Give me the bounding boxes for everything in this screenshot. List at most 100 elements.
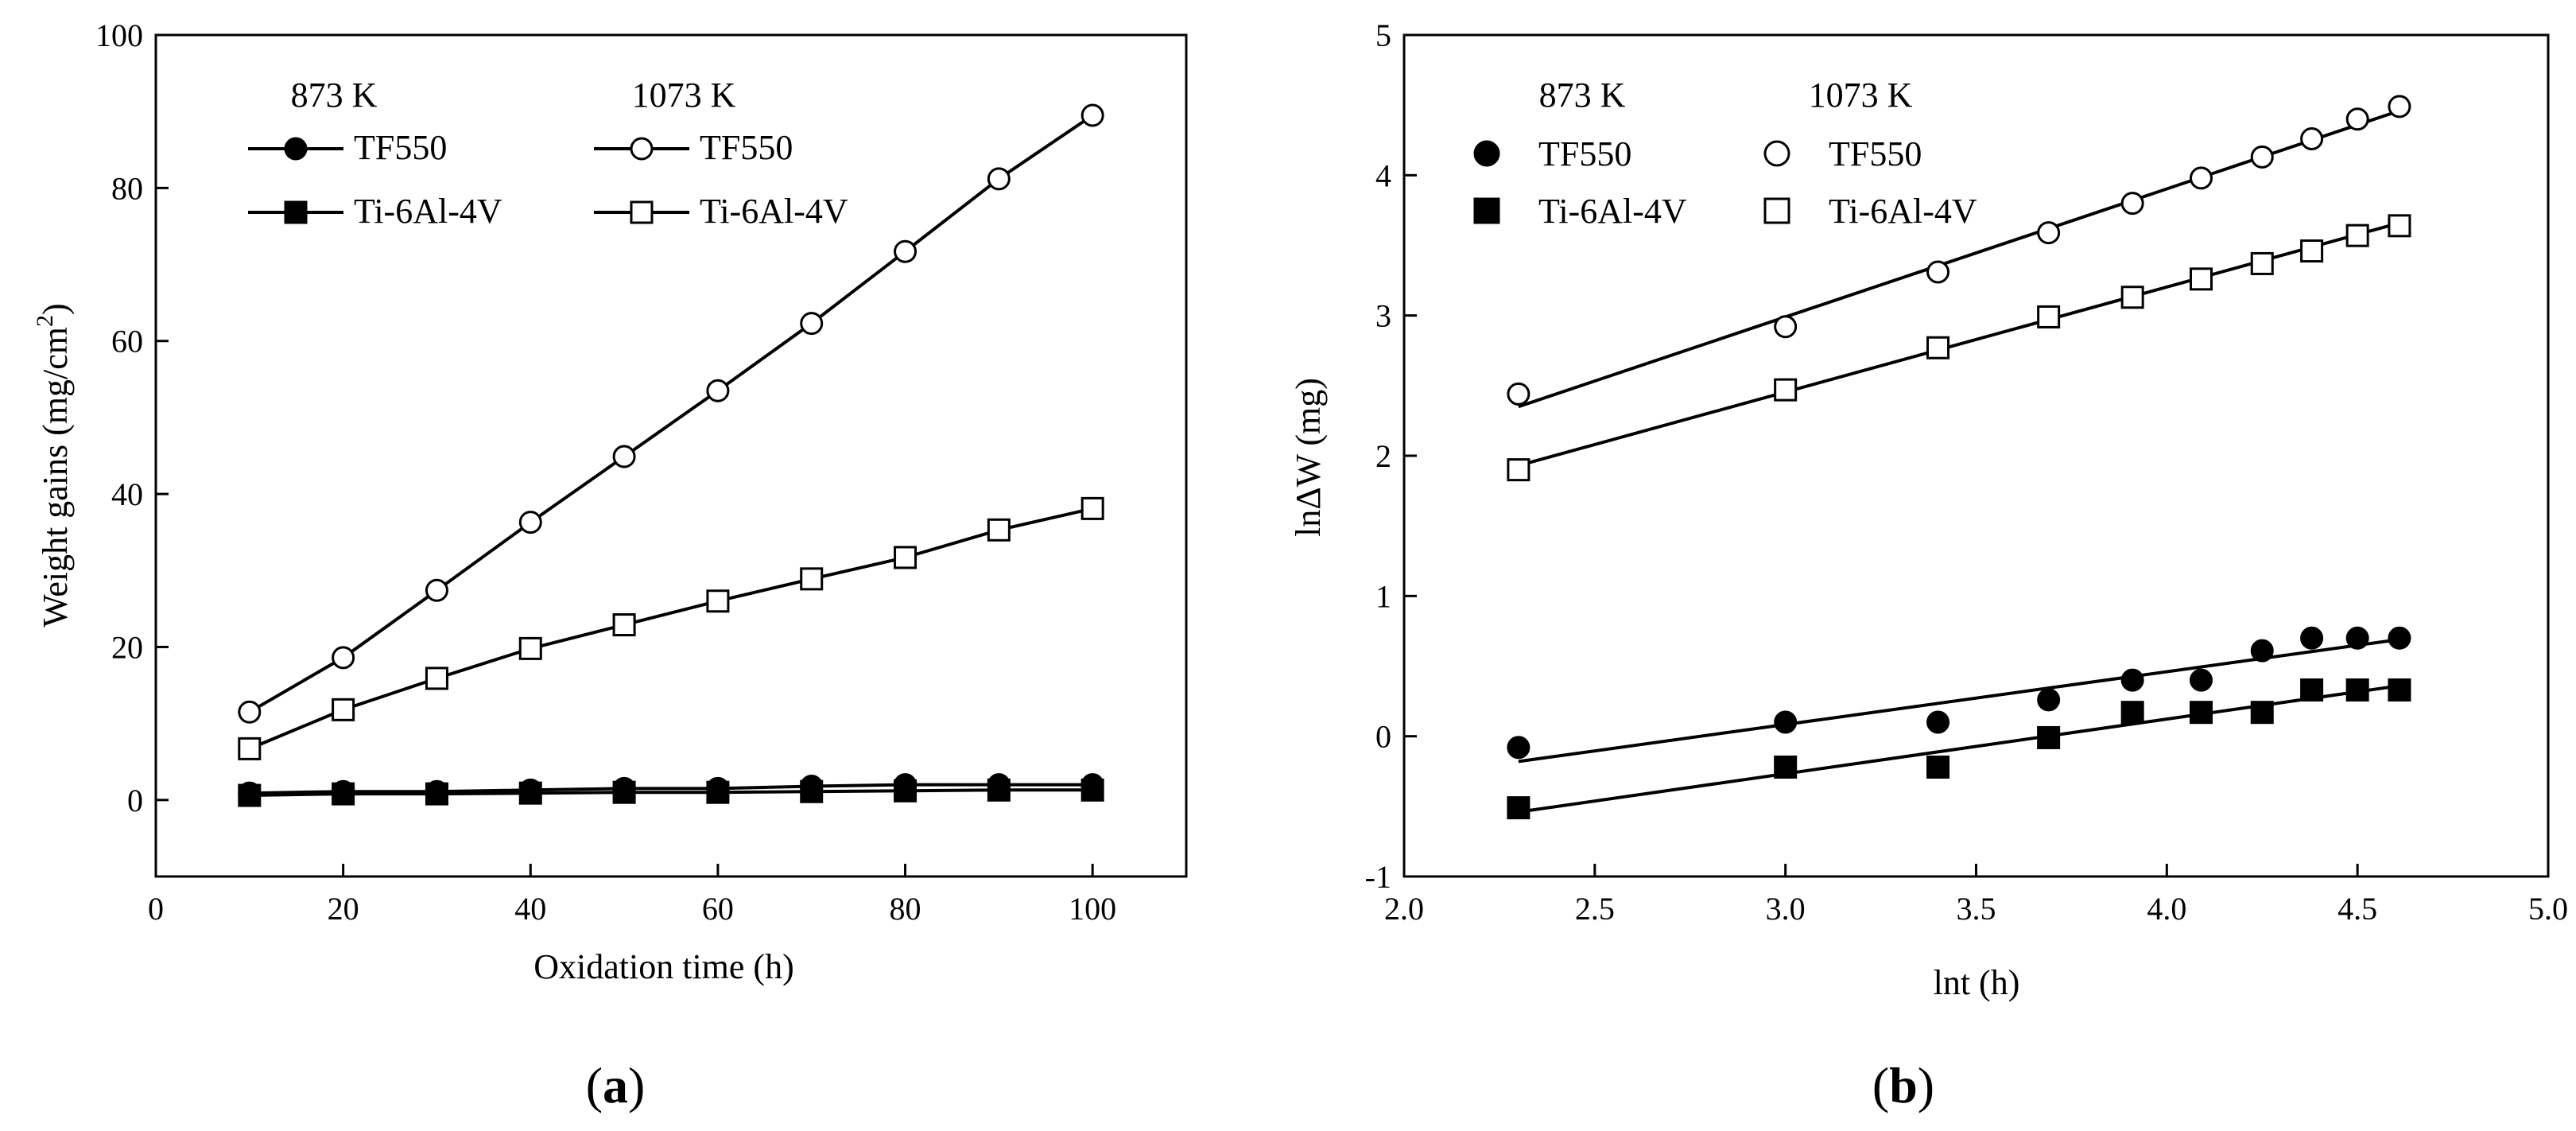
chart-a-point-ti-6al-4v-873-k bbox=[612, 780, 636, 804]
chart-a-ylabel-main: Weight gains (mg/cm bbox=[36, 327, 75, 628]
chart-a-point-ti-6al-4v-873-k bbox=[987, 778, 1011, 802]
panel-a-label: (a) bbox=[586, 1057, 646, 1114]
chart-b-ytick-label: 5 bbox=[1375, 17, 1391, 53]
chart-b-point-tf550-873-k bbox=[2345, 626, 2369, 650]
chart-a-xtick-label: 60 bbox=[702, 891, 734, 927]
chart-a-legend-ti64-873k: Ti-6Al-4V bbox=[354, 192, 502, 231]
chart-b-point-tf550-873-k bbox=[1926, 710, 1950, 734]
chart-a-ytick-label: 20 bbox=[111, 629, 143, 665]
chart-b-point-ti-6al-4v-1073-k bbox=[2388, 214, 2411, 238]
chart-a-ytick-label: 40 bbox=[111, 476, 143, 512]
chart-a-point-ti-6al-4v-873-k bbox=[238, 783, 262, 807]
chart-b-xtick-label: 2.5 bbox=[1575, 891, 1615, 927]
chart-b-point-tf550-1073-k bbox=[2250, 145, 2274, 169]
chart-b-xtick-label: 4.0 bbox=[2147, 891, 2186, 927]
chart-b-point-ti-6al-4v-1073-k bbox=[2345, 223, 2369, 247]
chart-a-legend-tf550-873k: TF550 bbox=[354, 128, 447, 167]
chart-b-ytick-label: 1 bbox=[1375, 578, 1391, 614]
chart-a-point-ti-6al-4v-1073-k bbox=[612, 613, 636, 637]
chart-b-point-tf550-873-k bbox=[2120, 668, 2144, 692]
chart-a-point-tf550-1073-k bbox=[1080, 103, 1104, 127]
chart-a-line-tf550-873-k bbox=[249, 783, 1093, 795]
chart-a-legend-marks bbox=[248, 137, 689, 224]
chart-a-legend-tf550-1073k: TF550 bbox=[700, 128, 793, 167]
chart-b-ytick-label: 4 bbox=[1375, 157, 1391, 193]
chart-b-point-ti-6al-4v-1073-k bbox=[2037, 305, 2061, 328]
chart-b-xtick-label: 3.0 bbox=[1766, 891, 1806, 927]
chart-a-legend-marker bbox=[630, 137, 654, 161]
chart-b-point-ti-6al-4v-873-k bbox=[2250, 701, 2274, 725]
chart-b-point-ti-6al-4v-873-k bbox=[1774, 755, 1798, 779]
chart-a: 0 20 40 60 80 100 0 20 40 60 80 100 Oxidation time … bbox=[32, 17, 1188, 1114]
chart-a-points bbox=[238, 103, 1104, 807]
chart-b-points bbox=[1507, 95, 2411, 820]
chart-b-legend-header-1073k: 1073 K bbox=[1809, 76, 1913, 115]
chart-b-point-tf550-1073-k bbox=[1926, 260, 1950, 284]
chart-a-frame bbox=[154, 33, 1188, 878]
chart-b-point-tf550-1073-k bbox=[1774, 315, 1798, 339]
chart-b-point-ti-6al-4v-1073-k bbox=[2250, 251, 2274, 275]
chart-b-point-ti-6al-4v-873-k bbox=[2345, 678, 2369, 702]
chart-a-point-tf550-1073-k bbox=[894, 239, 918, 263]
chart-b-point-ti-6al-4v-873-k bbox=[2120, 701, 2144, 725]
chart-b-legend-marker bbox=[1763, 197, 1790, 224]
chart-a-point-ti-6al-4v-1073-k bbox=[425, 667, 448, 690]
chart-b-legend: 873 K 1073 K TF550 TF550 Ti-6Al-4V Ti-6A… bbox=[1473, 76, 1977, 231]
chart-a-point-tf550-1073-k bbox=[238, 700, 262, 724]
chart-b-point-tf550-873-k bbox=[2250, 639, 2274, 663]
chart-a-point-ti-6al-4v-1073-k bbox=[518, 636, 542, 660]
chart-b-point-tf550-1073-k bbox=[2120, 192, 2144, 216]
chart-b-legend-ti64-1073k: Ti-6Al-4V bbox=[1829, 192, 1977, 231]
chart-a-xtick-label: 0 bbox=[148, 891, 164, 927]
chart-a-ytick-label: 60 bbox=[111, 324, 143, 360]
chart-b-point-ti-6al-4v-1073-k bbox=[1774, 378, 1798, 402]
chart-b-point-ti-6al-4v-1073-k bbox=[2190, 267, 2213, 291]
chart-b-point-tf550-873-k bbox=[1774, 710, 1798, 734]
chart-a-ytick-label: 0 bbox=[127, 783, 143, 818]
chart-a-legend-marker bbox=[630, 200, 654, 224]
chart-a-point-tf550-1073-k bbox=[706, 379, 730, 402]
panel-b-label: (b) bbox=[1872, 1057, 1934, 1114]
chart-b-point-ti-6al-4v-1073-k bbox=[1507, 458, 1530, 482]
chart-a-xtick-label: 80 bbox=[890, 891, 921, 927]
chart-b-point-ti-6al-4v-873-k bbox=[2037, 725, 2061, 749]
chart-a-xtick-label: 40 bbox=[514, 891, 546, 927]
chart-a-ylabel-tail: ) bbox=[36, 303, 75, 315]
chart-a-legend-ti64-1073k: Ti-6Al-4V bbox=[700, 192, 848, 231]
chart-b-point-ti-6al-4v-873-k bbox=[2190, 701, 2213, 725]
chart-a-legend-header-1073k: 1073 K bbox=[632, 76, 736, 115]
chart-b-legend-marker bbox=[1473, 140, 1500, 167]
chart-b-point-tf550-1073-k bbox=[2388, 95, 2411, 119]
chart-b-ytick-label: 3 bbox=[1375, 298, 1391, 334]
chart-a-point-ti-6al-4v-1073-k bbox=[1080, 496, 1104, 520]
chart-b-ytick-label: -1 bbox=[1365, 859, 1391, 895]
chart-a-ylabel-sup: 2 bbox=[32, 315, 58, 327]
chart-b-legend-header-873k: 873 K bbox=[1539, 76, 1626, 115]
chart-a-legend-marker bbox=[284, 137, 308, 161]
chart-b-xtick-label: 4.5 bbox=[2337, 891, 2377, 927]
chart-b-point-tf550-873-k bbox=[2300, 626, 2324, 650]
chart-b-point-ti-6al-4v-1073-k bbox=[2120, 286, 2144, 309]
chart-b-point-tf550-1073-k bbox=[2345, 107, 2369, 131]
chart-b-point-tf550-1073-k bbox=[2037, 221, 2061, 245]
chart-b-xtick-label: 5.0 bbox=[2528, 891, 2568, 927]
chart-a-point-tf550-1073-k bbox=[332, 646, 355, 670]
chart-b-legend-marker bbox=[1473, 197, 1500, 224]
chart-a-xtick-label: 20 bbox=[328, 891, 359, 927]
chart-a-ticks: 0 20 40 60 80 100 0 20 40 60 80 100 bbox=[95, 17, 1116, 927]
chart-a-ylabel: Weight gains (mg/cm2) bbox=[32, 303, 75, 627]
chart-a-point-tf550-1073-k bbox=[612, 445, 636, 468]
chart-b-point-ti-6al-4v-873-k bbox=[1507, 796, 1530, 820]
chart-a-point-ti-6al-4v-873-k bbox=[800, 779, 824, 803]
chart-a-point-tf550-1073-k bbox=[518, 511, 542, 534]
chart-b-point-tf550-873-k bbox=[1507, 736, 1530, 760]
chart-a-legend-header-873k: 873 K bbox=[291, 76, 378, 115]
chart-a-point-ti-6al-4v-1073-k bbox=[706, 589, 730, 613]
chart-b-ytick-label: 0 bbox=[1375, 719, 1391, 755]
chart-a-point-ti-6al-4v-873-k bbox=[894, 779, 918, 803]
chart-b-xtick-label: 3.5 bbox=[1957, 891, 1996, 927]
chart-a-point-ti-6al-4v-873-k bbox=[1080, 778, 1104, 802]
chart-b-point-tf550-873-k bbox=[2190, 668, 2213, 692]
chart-b-point-tf550-873-k bbox=[2388, 626, 2411, 650]
chart-b-point-ti-6al-4v-873-k bbox=[2300, 678, 2324, 702]
